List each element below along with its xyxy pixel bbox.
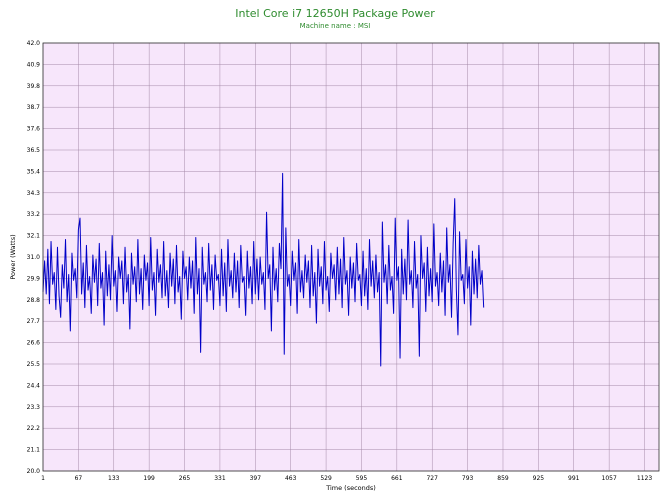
x-tick-label: 793: [462, 475, 474, 482]
y-tick-label: 21.1: [27, 447, 41, 454]
y-tick-label: 42.0: [27, 40, 41, 47]
power-series: [42, 172, 485, 367]
y-tick-label: 33.2: [27, 211, 41, 218]
x-tick-label: 1057: [602, 475, 617, 482]
series-line: [42, 172, 485, 367]
y-tick-label: 36.5: [27, 147, 41, 154]
y-tick-label: 23.3: [27, 404, 41, 411]
y-tick-label: 29.9: [27, 275, 41, 282]
x-tick-label: 661: [391, 475, 403, 482]
x-tick-label: 727: [426, 475, 438, 482]
x-tick-label: 595: [356, 475, 368, 482]
y-tick-label: 31.0: [27, 254, 41, 261]
x-tick-label: 397: [250, 475, 262, 482]
y-axis-ticks: 20.0 21.1 22.2 23.3 24.4 25.5 26.6 27.7 28.8 29.9…: [27, 40, 41, 475]
chart-title: Intel Core i7 12650H Package Power: [235, 7, 435, 20]
y-tick-label: 24.4: [27, 382, 41, 389]
y-tick-label: 32.1: [27, 233, 41, 240]
y-tick-label: 35.4: [27, 168, 41, 175]
x-tick-label: 925: [533, 475, 545, 482]
y-tick-label: 34.3: [27, 190, 41, 197]
x-tick-label: 859: [497, 475, 509, 482]
y-tick-label: 26.6: [27, 340, 41, 347]
chart-subtitle: Machine name : MSI: [299, 22, 371, 30]
y-tick-label: 38.7: [27, 104, 41, 111]
y-tick-label: 40.9: [27, 61, 41, 68]
x-tick-label: 463: [285, 475, 297, 482]
x-tick-label: 1: [41, 475, 45, 482]
plot-border: [42, 42, 660, 472]
x-tick-label: 133: [108, 475, 120, 482]
x-tick-label: 1123: [637, 475, 652, 482]
x-tick-label: 331: [214, 475, 226, 482]
x-tick-label: 265: [179, 475, 191, 482]
y-tick-label: 28.8: [27, 297, 41, 304]
gridlines: [42, 42, 659, 472]
y-axis-label: Power (Watts): [9, 234, 17, 279]
y-tick-label: 37.6: [27, 126, 41, 133]
y-tick-label: 27.7: [27, 318, 41, 325]
y-tick-label: 39.8: [27, 83, 41, 90]
x-tick-label: 199: [143, 475, 155, 482]
x-tick-label: 529: [320, 475, 332, 482]
x-axis-label: Time (seconds): [325, 484, 376, 492]
x-tick-label: 991: [568, 475, 580, 482]
x-tick-label: 67: [75, 475, 83, 482]
y-tick-label: 22.2: [27, 425, 41, 432]
y-tick-label: 25.5: [27, 361, 41, 368]
y-tick-label: 20.0: [27, 468, 41, 475]
x-axis-ticks: 1 67 133 199 265 331 397 463 529 595 661 727 793 859 9…: [41, 475, 652, 482]
